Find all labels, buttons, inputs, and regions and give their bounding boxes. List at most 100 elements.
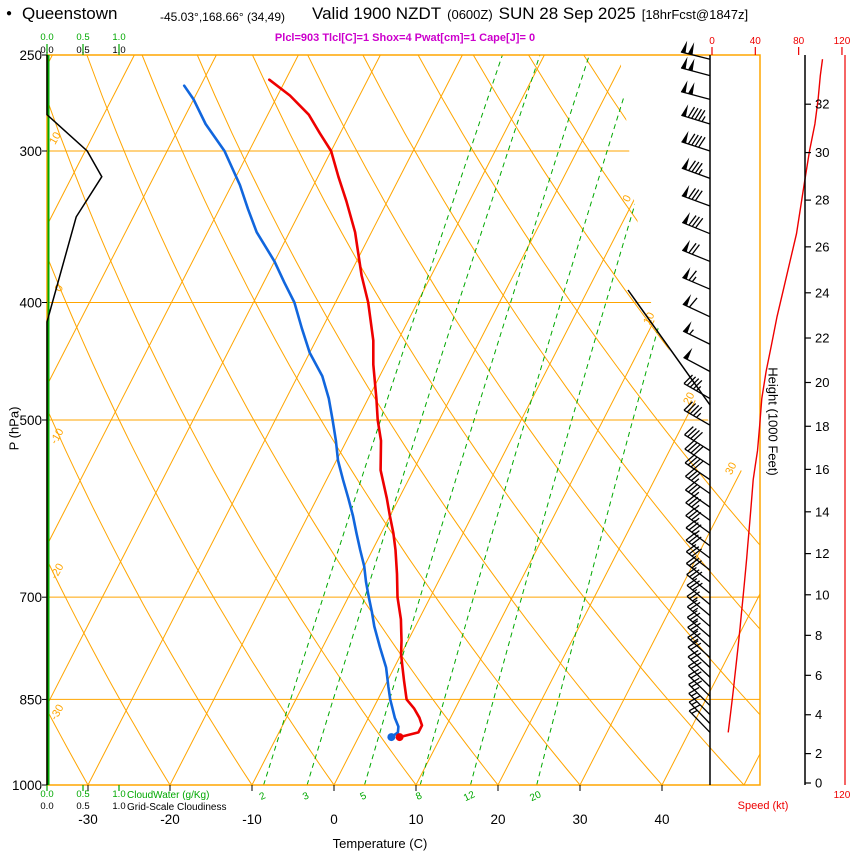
wind-barb [688,686,711,716]
svg-text:28: 28 [815,193,829,208]
svg-text:850: 850 [19,692,42,707]
cloudwater-scale: 0.0 0.0 0.5 0.5 1.0 1.0 [40,32,125,800]
svg-text:120: 120 [834,36,850,47]
wind-barb [686,599,711,627]
svg-text:120: 120 [834,790,850,801]
svg-text:10: 10 [408,812,423,827]
wind-barb [687,668,711,697]
wind-barb [682,321,711,345]
svg-text:4: 4 [815,707,822,722]
wind-barb [687,640,711,668]
svg-text:1.0: 1.0 [112,45,125,56]
mixing-ratio-lines [263,55,737,785]
wind-barb [681,104,711,125]
svg-text:0.5: 0.5 [76,45,89,56]
wind-barb [681,212,711,235]
svg-text:30: 30 [723,460,739,476]
svg-text:500: 500 [19,413,42,428]
station-name: Queenstown [22,4,118,23]
svg-text:400: 400 [19,295,42,310]
svg-text:8: 8 [414,790,424,803]
svg-text:1.0: 1.0 [112,789,125,800]
station-coords: -45.03°,168.66° (34,49) [160,10,286,24]
svg-text:1.0: 1.0 [112,32,125,43]
wind-barb [687,620,711,648]
forecast-tag: [18hrFcst@1847z] [641,7,749,22]
svg-text:24: 24 [815,285,829,300]
svg-text:-30: -30 [48,703,66,723]
surface-temperature-dot [395,733,404,742]
svg-text:0.5: 0.5 [76,789,89,800]
wind-barb [685,532,711,559]
wind-barb [681,130,711,152]
wind-barb [685,481,711,508]
wind-barb [684,426,711,452]
wind-barb [683,401,711,426]
temperature-axis-title: Temperature (C) [332,836,428,851]
svg-text:0.0: 0.0 [40,801,53,812]
wind-barbs [680,40,711,733]
wind-speed-curve [727,59,824,733]
svg-text:-10: -10 [48,427,66,447]
svg-text:30: 30 [572,812,587,827]
cloudwater-axis-title: CloudWater (g/Kg) [127,790,210,801]
svg-text:80: 80 [793,36,805,47]
svg-text:14: 14 [815,504,829,519]
svg-text:0.0: 0.0 [40,45,53,56]
svg-text:2: 2 [258,790,268,803]
svg-text:20: 20 [815,375,829,390]
station-bullet-icon: ● [6,8,13,19]
wind-barb [686,566,711,594]
wind-barb [682,294,711,318]
valid-time: Valid 1900 NZDT [312,4,442,23]
valid-time-row: Valid 1900 NZDT (0600Z) SUN 28 Sep 2025 … [312,4,748,24]
svg-text:-20: -20 [48,562,66,582]
svg-text:-10: -10 [242,812,262,827]
svg-text:40: 40 [654,812,669,827]
wind-barb [688,677,711,707]
wind-barb [681,185,711,207]
svg-text:10: 10 [815,587,829,602]
sounding-params: Plcl=903 Tlcl[C]=1 Shox=4 Pwat[cm]=1 Cap… [274,32,536,44]
svg-text:12: 12 [462,789,477,804]
svg-text:20: 20 [528,789,543,804]
valid-date: SUN 28 Sep 2025 [498,4,636,23]
pressure-axis-title: P (hPa) [6,406,22,451]
wind-barb [686,610,711,638]
svg-text:12: 12 [815,546,829,561]
height-axis-title: Height (1000 Feet) [765,367,781,476]
surface-dewpoint-dot [387,733,396,742]
wind-barb [685,468,711,495]
svg-text:700: 700 [19,590,42,605]
svg-text:0: 0 [330,812,338,827]
svg-text:1.0: 1.0 [112,801,125,812]
svg-text:22: 22 [815,331,829,346]
svg-text:3: 3 [301,790,311,803]
svg-text:1000: 1000 [12,778,42,793]
cloudiness-profile [46,55,103,785]
svg-text:0: 0 [621,193,634,204]
svg-text:32: 32 [815,97,829,112]
svg-text:-30: -30 [78,812,98,827]
svg-text:18: 18 [815,419,829,434]
svg-text:20: 20 [681,390,697,406]
wind-barb [685,543,711,571]
wind-barb [688,704,711,733]
wind-barb [687,649,711,678]
svg-text:-20: -20 [160,812,180,827]
svg-text:30: 30 [815,145,829,160]
wind-barb [685,519,711,547]
wind-barb [685,555,711,583]
svg-text:16: 16 [815,462,829,477]
svg-text:250: 250 [19,48,42,63]
svg-text:20: 20 [490,812,505,827]
wind-barb [686,577,711,606]
station-title: ● Queenstown [6,4,118,24]
svg-text:0: 0 [709,36,715,47]
wind-barb [687,630,711,659]
wind-barb [688,695,711,725]
